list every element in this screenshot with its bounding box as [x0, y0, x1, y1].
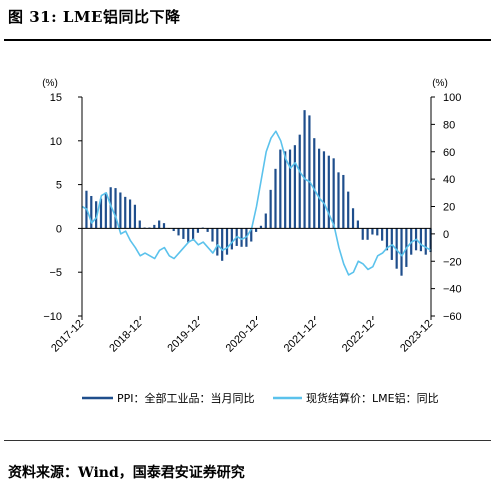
ppi-bar [114, 188, 117, 229]
ppi-bar [230, 228, 233, 250]
ppi-bar [182, 228, 185, 239]
legend-label-ppi: PPI：全部工业品：当月同比 [117, 391, 255, 405]
left-unit-label: (%) [42, 78, 58, 89]
ppi-bar [288, 149, 292, 229]
ppi-bar [385, 228, 389, 251]
ppi-bar [400, 228, 403, 276]
ppi-bar [158, 220, 161, 229]
left-tick-label: 10 [50, 136, 62, 148]
title-rule [4, 39, 491, 41]
ppi-bar [419, 228, 423, 252]
ppi-bar [162, 223, 166, 229]
ppi-bar [95, 201, 98, 229]
right-tick-label: −60 [443, 311, 462, 323]
lme-line [81, 130, 432, 276]
ppi-bar [298, 134, 301, 229]
ppi-bar [303, 110, 306, 229]
ppi-bar [337, 172, 340, 229]
ppi-bar [274, 168, 277, 229]
right-tick-label: 20 [443, 202, 455, 214]
right-tick-label: 40 [443, 174, 455, 186]
ppi-bar [381, 228, 384, 241]
chart-area: 15 10 5 0 −5 −10 100 80 60 40 20 0 −20 −40 −60 (%) (%) 20… [42, 78, 462, 405]
x-tick-label: 2017-12 [49, 318, 86, 355]
ppi-bar [240, 228, 243, 247]
ppi-bar [221, 228, 224, 261]
ppi-bar [327, 155, 330, 229]
left-tick-label: −5 [49, 267, 62, 279]
x-tick-label: 2020-12 [224, 318, 261, 355]
left-tick-label: 5 [56, 180, 62, 192]
ppi-bar [395, 228, 398, 269]
x-tick-label: 2021-12 [282, 318, 319, 355]
ppi-bar [191, 228, 195, 241]
ppi-bar [99, 198, 103, 229]
ppi-bar [124, 196, 127, 229]
right-tick-label: −40 [443, 284, 462, 296]
right-unit-label: (%) [432, 78, 448, 89]
ppi-bar [216, 228, 219, 256]
ppi-bar [225, 228, 229, 255]
ppi-bar [356, 220, 359, 229]
ppi-bar [361, 228, 364, 240]
right-tick-label: 0 [443, 229, 449, 241]
left-tick-label: 0 [56, 223, 62, 235]
ppi-bar [376, 228, 379, 236]
ppi-bar [119, 192, 122, 229]
ppi-bar [371, 228, 374, 235]
left-tick-label: −10 [43, 311, 62, 323]
x-tick-label: 2023-12 [398, 318, 435, 355]
ppi-bar [424, 228, 427, 255]
ppi-bar [293, 145, 296, 229]
ppi-bar [322, 151, 326, 229]
ppi-bar [318, 148, 321, 229]
right-tick-label: 100 [443, 92, 461, 104]
right-tick-label: −20 [443, 256, 462, 268]
ppi-bar [347, 191, 350, 229]
legend-label-lme: 现货结算价：LME铝：同比 [306, 391, 439, 405]
ppi-bar [313, 138, 316, 229]
ppi-bar [351, 208, 355, 229]
ppi-bar [264, 213, 267, 229]
ppi-bar [109, 187, 112, 229]
ppi-bar [153, 224, 156, 229]
ppi-bar [90, 195, 93, 229]
legend-group: PPI：全部工业品：当月同比 现货结算价：LME铝：同比 [82, 391, 439, 405]
x-tick-label: 2019-12 [165, 318, 202, 355]
ppi-bar [279, 149, 282, 229]
ppi-bar [308, 115, 311, 229]
x-tick-label: 2018-12 [107, 318, 144, 355]
ppi-bar [196, 228, 200, 233]
plot-group [81, 110, 432, 276]
ppi-bar [172, 228, 175, 232]
figure-title: 图 31: LME铝同比下降 [8, 8, 181, 26]
ppi-bar [211, 228, 214, 242]
x-tick-label: 2022-12 [340, 318, 377, 355]
right-tick-label: 80 [443, 119, 455, 131]
left-tick-label: 15 [50, 92, 62, 104]
ppi-bar [284, 151, 287, 229]
ppi-bar [255, 228, 258, 232]
ppi-bar [187, 228, 190, 243]
ppi-bar [128, 199, 132, 229]
ppi-bar [206, 228, 209, 232]
ppi-bar [250, 228, 253, 242]
ppi-bar [177, 228, 180, 236]
ppi-bar [104, 192, 107, 229]
ppi-bar [342, 174, 345, 229]
right-tick-label: 60 [443, 147, 455, 159]
ppi-bar [133, 204, 137, 229]
ppi-bar [269, 189, 272, 229]
ppi-bar [366, 228, 369, 240]
ppi-bar [138, 220, 141, 229]
source-note: 资料来源：Wind，国泰君安证券研究 [8, 465, 245, 481]
ppi-bar [332, 158, 335, 229]
source-rule [4, 440, 491, 441]
ppi-bar [259, 225, 263, 229]
